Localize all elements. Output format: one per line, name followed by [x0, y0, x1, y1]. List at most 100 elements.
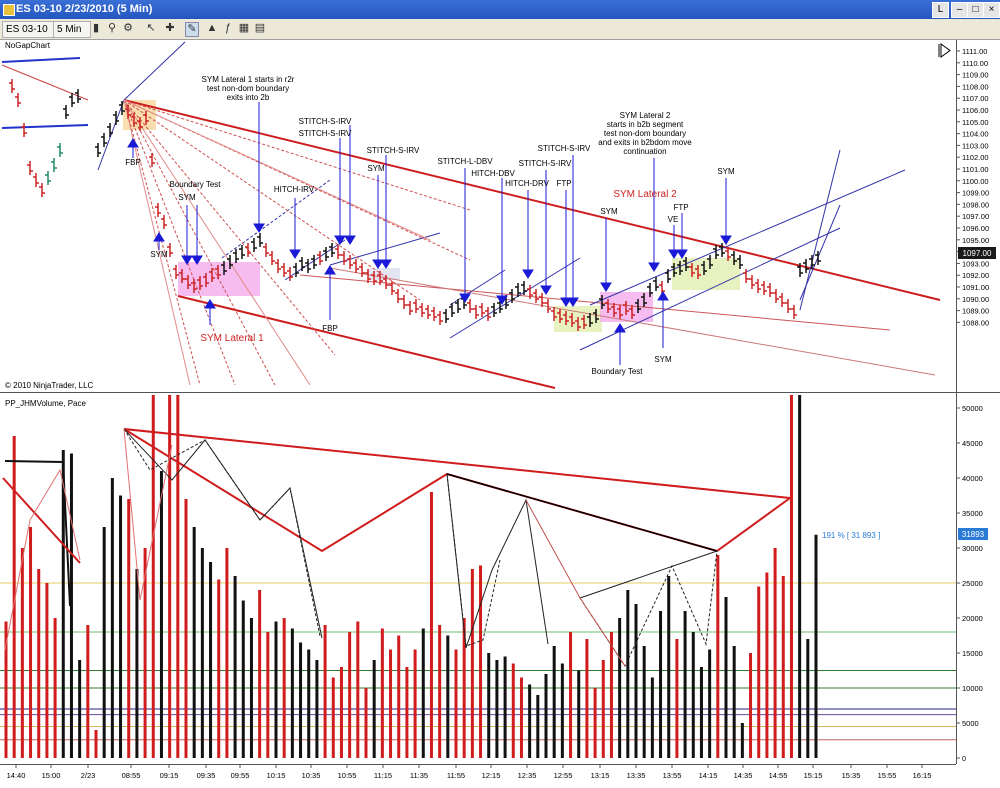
- volume-bar: [781, 576, 785, 758]
- volume-bar: [560, 663, 564, 758]
- annotation-arrowhead: [657, 291, 669, 301]
- volume-bar: [487, 653, 491, 758]
- price-bars: [9, 79, 821, 331]
- volume-bar: [650, 677, 654, 758]
- maximize-button[interactable]: □: [967, 2, 984, 18]
- annotation-text: Boundary Test: [170, 180, 222, 189]
- properties-icon[interactable]: ⚙: [123, 22, 133, 34]
- time-tick-label: 13:15: [591, 771, 610, 780]
- left-line-red-1: [1, 64, 89, 101]
- price-tick-label: 1099.00: [962, 189, 989, 198]
- price-indicator-label: NoGapChart: [5, 41, 51, 50]
- time-tick-label: 13:55: [663, 771, 682, 780]
- annotation-arrowhead: [600, 282, 612, 292]
- channel-line-5: [589, 169, 906, 306]
- channel-line-14: [284, 239, 346, 281]
- price-tick-label: 1100.00: [962, 177, 989, 186]
- time-tick-label: 2/23: [81, 771, 96, 780]
- volume-bar: [479, 565, 483, 758]
- time-tick-label: 14:55: [769, 771, 788, 780]
- volume-bar: [209, 562, 213, 758]
- volume-bar: [405, 667, 409, 758]
- price-tick-label: 1109.00: [962, 71, 989, 80]
- instrument-selector[interactable]: ES 03-10: [2, 21, 57, 38]
- volume-bar: [315, 660, 319, 758]
- scroll-end-icon[interactable]: [938, 43, 951, 58]
- bar-type-icon[interactable]: ▮: [92, 22, 100, 34]
- volume-bar: [135, 569, 139, 758]
- data-box-icon[interactable]: ▦: [238, 22, 250, 34]
- drawing-tools-icon[interactable]: ✎: [185, 22, 199, 37]
- time-tick-label: 15:00: [42, 771, 61, 780]
- zoom-icon[interactable]: ⚲: [107, 22, 117, 34]
- volume-bar: [773, 548, 777, 758]
- volume-overlay-left-red: [2, 477, 81, 564]
- annotation-arrowhead: [191, 255, 203, 265]
- volume-bars: [4, 395, 818, 758]
- volume-overlay-thin-red: [123, 428, 173, 601]
- fan-line: [123, 99, 276, 386]
- volume-bar: [609, 632, 613, 758]
- time-tick-label: 08:55: [122, 771, 141, 780]
- chart-trader-icon[interactable]: ▤: [254, 22, 266, 34]
- time-axis: 14:40 15:00 2/23 08:55 09:15 09:35 09:55 10:15 1…: [7, 764, 931, 780]
- time-tick-label: 10:15: [267, 771, 286, 780]
- annotation-arrowhead: [522, 269, 534, 279]
- crosshair-icon[interactable]: ✚: [165, 22, 175, 34]
- channel-line-7: [449, 269, 506, 306]
- annotation-text: FBP: [322, 324, 338, 333]
- channel-line-9: [221, 179, 331, 259]
- channel-line-3: [329, 267, 936, 376]
- annotation-arrowhead: [720, 235, 732, 245]
- volume-bar: [282, 618, 286, 758]
- price-tick-label: 1107.00: [962, 94, 989, 103]
- volume-bar: [495, 660, 499, 758]
- time-tick-label: 12:55: [554, 771, 573, 780]
- last-price-label: 1097.00: [963, 249, 992, 258]
- volume-bar: [364, 688, 368, 758]
- annotation-text: SYM: [654, 355, 672, 364]
- chart-area[interactable]: SYM Lateral 1 starts in r2r test non-dom…: [0, 40, 1000, 788]
- volume-bar: [552, 646, 556, 758]
- indicator-icon[interactable]: ƒ: [224, 22, 232, 34]
- interval-selector[interactable]: 5 Min: [53, 21, 91, 38]
- channel-line-10: [123, 41, 186, 101]
- price-tick-label: 1093.00: [962, 259, 989, 268]
- volume-tick-label: 0: [962, 754, 966, 763]
- volume-bar: [511, 663, 515, 758]
- time-tick-label: 15:15: [804, 771, 823, 780]
- volume-bar: [618, 618, 622, 758]
- volume-bar: [699, 667, 703, 758]
- volume-bar: [192, 527, 196, 758]
- annotation-text: SYM: [178, 193, 196, 202]
- volume-tick-label: 50000: [962, 404, 983, 413]
- volume-bar: [814, 534, 818, 758]
- time-tick-label: 13:35: [627, 771, 646, 780]
- volume-bar: [798, 395, 802, 758]
- volume-bar: [266, 632, 270, 758]
- volume-bar: [37, 569, 41, 758]
- pointer-icon[interactable]: ↖: [146, 22, 156, 34]
- volume-bar: [519, 677, 523, 758]
- window-title: ES 03-10 2/23/2010 (5 Min): [16, 3, 153, 15]
- fan-line: [123, 99, 336, 356]
- pace-text: 191 % [ 31 893 ]: [822, 531, 880, 540]
- volume-tick-label: 35000: [962, 509, 983, 518]
- annotation-text: test non-dom boundary: [604, 129, 686, 138]
- annotation-text: SYM Lateral 2: [620, 111, 671, 120]
- volume-tick-label: 20000: [962, 614, 983, 623]
- close-button[interactable]: ×: [983, 2, 1000, 18]
- price-tick-label: 1111.00: [962, 47, 987, 56]
- minimize-button[interactable]: –: [951, 2, 968, 18]
- strategy-icon[interactable]: ▲: [206, 22, 218, 34]
- volume-guide-lines: [0, 582, 956, 741]
- volume-bar: [806, 639, 810, 758]
- volume-bar: [45, 583, 49, 758]
- chart-canvas[interactable]: SYM Lateral 1 starts in r2r test non-dom…: [0, 40, 1000, 788]
- price-tick-label: 1089.00: [962, 307, 989, 316]
- volume-bar: [683, 611, 687, 758]
- link-button[interactable]: L: [932, 2, 949, 18]
- annotation-text: STITCH-L-DBV: [437, 157, 493, 166]
- price-tick-label: 1098.00: [962, 200, 989, 209]
- volume-bar: [389, 649, 393, 758]
